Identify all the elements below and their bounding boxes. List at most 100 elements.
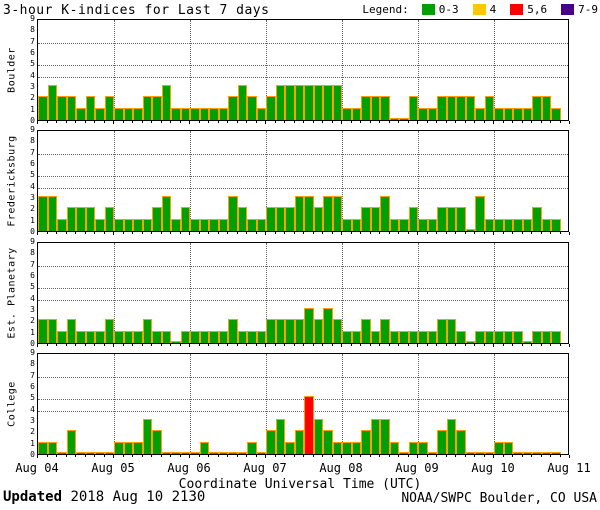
k-bar bbox=[275, 319, 285, 343]
k-bar bbox=[114, 331, 124, 343]
axis-tick bbox=[464, 232, 466, 234]
axis-tick bbox=[179, 121, 181, 123]
k-bar bbox=[266, 319, 276, 343]
axis-tick bbox=[198, 121, 200, 123]
axis-tick bbox=[122, 121, 124, 123]
k-bar bbox=[237, 85, 247, 120]
axis-tick bbox=[559, 455, 561, 457]
k-bar bbox=[152, 96, 162, 120]
axis-tick bbox=[265, 121, 266, 124]
k-bar bbox=[47, 442, 57, 454]
k-bar bbox=[313, 419, 323, 454]
k-bar bbox=[446, 207, 456, 231]
axis-tick bbox=[151, 455, 152, 457]
y-tick-label: 3 bbox=[30, 193, 35, 202]
axis-tick bbox=[293, 121, 295, 123]
k-bar bbox=[532, 207, 542, 231]
k-bar bbox=[85, 96, 95, 120]
k-bar bbox=[370, 419, 380, 454]
axis-tick bbox=[540, 232, 542, 234]
k-bar bbox=[427, 331, 437, 343]
axis-tick bbox=[331, 344, 333, 346]
k-bar bbox=[275, 419, 285, 454]
y-tick-label: 8 bbox=[30, 25, 35, 35]
axis-tick bbox=[559, 121, 561, 123]
day-gridline bbox=[418, 354, 419, 454]
y-tick-label: 3 bbox=[30, 416, 35, 425]
axis-tick bbox=[284, 455, 285, 457]
y-tick-label: 8 bbox=[30, 359, 35, 369]
k-bar bbox=[171, 341, 181, 343]
axis-tick bbox=[350, 121, 352, 123]
axis-tick bbox=[531, 455, 532, 457]
legend-item: 5,6 bbox=[510, 3, 547, 16]
axis-tick bbox=[445, 232, 447, 234]
day-gridline bbox=[494, 243, 495, 343]
legend-swatch bbox=[561, 4, 575, 15]
axis-tick bbox=[398, 455, 399, 457]
k-bar bbox=[85, 452, 95, 454]
axis-tick bbox=[255, 121, 257, 123]
axis-tick bbox=[531, 344, 532, 346]
axis-tick bbox=[464, 344, 466, 346]
axis-tick bbox=[502, 344, 504, 346]
axis-tick bbox=[331, 232, 333, 234]
k-bar bbox=[323, 85, 333, 120]
axis-tick bbox=[75, 344, 76, 346]
y-tick-label: 9 bbox=[30, 237, 35, 246]
axis-tick bbox=[312, 121, 314, 123]
day-gridline bbox=[266, 20, 267, 120]
axis-tick bbox=[540, 121, 542, 123]
k-bar bbox=[475, 452, 485, 454]
axis-tick bbox=[236, 455, 238, 457]
axis-tick bbox=[103, 232, 105, 234]
k-bar bbox=[228, 319, 238, 343]
day-gridline bbox=[266, 243, 267, 343]
axis-tick bbox=[46, 344, 48, 346]
updated-text: Updated 2018 Aug 10 2130 bbox=[3, 489, 205, 505]
axis-tick bbox=[341, 121, 342, 124]
h-gridline-k5 bbox=[38, 288, 568, 290]
y-tick-label: 2 bbox=[30, 93, 35, 103]
y-tick-label: 9 bbox=[30, 125, 35, 134]
k-bar bbox=[294, 196, 304, 231]
k-bar bbox=[332, 85, 342, 120]
axis-tick bbox=[369, 232, 371, 234]
y-tick-label: 0 bbox=[30, 116, 35, 125]
axis-tick bbox=[217, 455, 219, 457]
axis-tick bbox=[179, 232, 181, 234]
k-bar bbox=[361, 96, 371, 120]
axis-tick bbox=[360, 121, 361, 123]
day-gridline bbox=[114, 354, 115, 454]
k-bar bbox=[104, 96, 114, 120]
axis-tick bbox=[56, 121, 57, 123]
k-bar bbox=[323, 196, 333, 231]
k-bar bbox=[237, 331, 247, 343]
day-gridline bbox=[114, 20, 115, 120]
k-bar bbox=[76, 331, 86, 343]
k-bar bbox=[551, 108, 561, 120]
legend-swatch bbox=[472, 4, 486, 15]
axis-tick bbox=[322, 455, 323, 457]
k-bar bbox=[313, 207, 323, 231]
axis-tick bbox=[474, 455, 475, 457]
k-bar bbox=[209, 331, 219, 343]
k-bar bbox=[228, 196, 238, 231]
k-bar bbox=[465, 229, 475, 231]
k-bar bbox=[275, 85, 285, 120]
k-bar bbox=[114, 442, 124, 454]
y-tick-label: 2 bbox=[30, 316, 35, 326]
k-bar bbox=[123, 331, 133, 343]
k-bar bbox=[532, 452, 542, 454]
axis-tick bbox=[189, 121, 190, 124]
y-tick-label: 8 bbox=[30, 248, 35, 258]
axis-tick bbox=[417, 121, 418, 124]
legend: Legend: 0-3 4 5,6 7-9 bbox=[362, 3, 598, 16]
axis-tick bbox=[274, 232, 276, 234]
axis-tick bbox=[227, 344, 228, 346]
axis-tick bbox=[141, 455, 143, 457]
axis-tick bbox=[122, 232, 124, 234]
k-bar bbox=[342, 442, 352, 454]
k-bar bbox=[123, 108, 133, 120]
y-tick-label: 7 bbox=[30, 259, 35, 269]
